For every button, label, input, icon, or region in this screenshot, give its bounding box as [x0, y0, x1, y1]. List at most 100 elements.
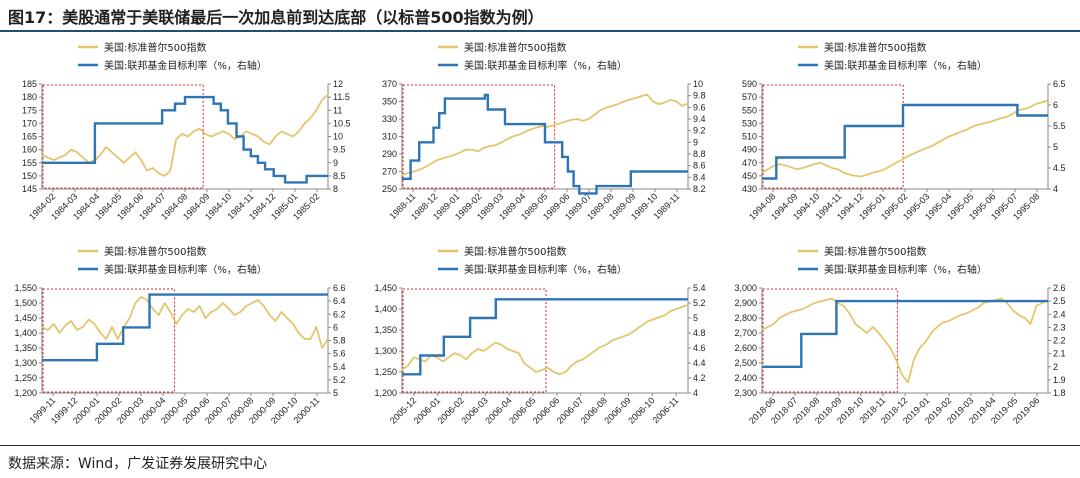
y-tick-label-right: 9.2	[693, 126, 706, 136]
y-tick-label-right: 2.4	[1053, 309, 1066, 319]
figure-title-text: 美股通常于美联储最后一次加息前到达底部（以标普500指数为例）	[62, 8, 544, 27]
y-tick-label-right: 1.9	[1053, 375, 1066, 385]
y-tick-label-right: 9.5	[333, 145, 346, 155]
y-tick-label-left: 590	[742, 79, 757, 89]
source-rule	[0, 445, 1080, 446]
y-tick-label-right: 8.2	[693, 184, 706, 194]
trough-marker-box	[762, 84, 904, 189]
y-tick-label-left: 450	[742, 171, 757, 181]
figure-label: 图17：	[8, 8, 63, 27]
y-tick-label-left: 1,400	[374, 304, 397, 314]
y-tick-label-right: 6.5	[1053, 79, 1066, 89]
y-tick-label-left: 1,300	[374, 346, 397, 356]
y-tick-label-right: 4.4	[693, 358, 706, 368]
y-tick-label-left: 1,350	[14, 343, 37, 353]
chart-panel-2005: 美国:标准普尔500指数 美国:联邦基金目标利率（%，右轴） 1,200 1,250 1…	[360, 238, 720, 443]
y-tick-label-right: 5	[1053, 142, 1058, 152]
y-tick-label-right: 10.5	[333, 118, 351, 128]
trough-marker-box	[42, 84, 204, 189]
y-tick-label-left: 250	[382, 184, 397, 194]
fed-rate-series-line	[762, 103, 1048, 180]
y-tick-label-left: 510	[742, 132, 757, 142]
y-tick-label-left: 1,450	[374, 283, 397, 293]
chart-panel-2018: 美国:标准普尔500指数 美国:联邦基金目标利率（%，右轴） 2,300 2,400 2…	[720, 238, 1080, 443]
y-tick-label-right: 6	[333, 322, 338, 332]
y-tick-label-left: 175	[22, 105, 37, 115]
y-tick-label-right: 6	[1053, 100, 1058, 110]
y-tick-label-right: 9.8	[693, 91, 706, 101]
title-rule	[0, 30, 1080, 32]
y-tick-label-left: 1,550	[14, 283, 37, 293]
trough-marker-box	[762, 288, 898, 393]
y-tick-label-right: 12	[333, 79, 343, 89]
y-tick-label-right: 5.4	[333, 362, 346, 372]
y-tick-label-right: 4.8	[693, 328, 706, 338]
trough-marker-box	[402, 84, 556, 189]
y-tick-label-left: 1,300	[14, 358, 37, 368]
y-tick-label-right: 4	[1053, 184, 1058, 194]
y-tick-label-right: 2.5	[1053, 296, 1066, 306]
y-tick-label-right: 4.2	[693, 373, 706, 383]
y-tick-label-left: 2,800	[734, 313, 757, 323]
y-tick-label-right: 9	[693, 137, 698, 147]
y-tick-label-right: 8.5	[333, 171, 346, 181]
y-tick-label-left: 180	[22, 92, 37, 102]
y-tick-label-left: 2,700	[734, 328, 757, 338]
fed-rate-series-line	[42, 95, 328, 184]
y-tick-label-left: 330	[382, 114, 397, 124]
y-tick-label-right: 2.1	[1053, 349, 1066, 359]
y-tick-label-left: 1,350	[374, 325, 397, 335]
legend-label-sp500: 美国:标准普尔500指数	[464, 245, 566, 258]
y-tick-label-left: 2,400	[734, 373, 757, 383]
source-note: 数据来源：Wind，广发证券发展研究中心	[8, 456, 268, 472]
y-tick-label-right: 6.4	[333, 296, 346, 306]
sp500-series-line	[761, 99, 1049, 178]
y-tick-label-left: 2,900	[734, 298, 757, 308]
fed-rate-series-line	[402, 298, 688, 376]
y-tick-label-left: 1,400	[14, 328, 37, 338]
legend-label-fedrate: 美国:联邦基金目标利率（%，右轴）	[104, 59, 267, 72]
y-tick-label-right: 9.6	[693, 102, 706, 112]
fed-rate-series-line	[42, 293, 328, 362]
trough-marker-box	[42, 288, 176, 393]
y-tick-label-left: 1,200	[374, 388, 397, 398]
y-tick-label-right: 8.4	[693, 172, 706, 182]
y-tick-label-left: 430	[742, 184, 757, 194]
y-tick-label-left: 290	[382, 149, 397, 159]
legend-label-sp500: 美国:标准普尔500指数	[824, 41, 926, 54]
y-tick-label-left: 155	[22, 158, 37, 168]
y-tick-label-right: 5	[693, 313, 698, 323]
y-tick-label-left: 3,000	[734, 283, 757, 293]
x-tick-label: 2006-10	[626, 395, 656, 425]
legend-label-sp500: 美国:标准普尔500指数	[104, 41, 206, 54]
y-tick-label-left: 550	[742, 105, 757, 115]
y-tick-label-right: 11	[333, 105, 342, 115]
chart-panel-1984: 美国:标准普尔500指数 美国:联邦基金目标利率（%，右轴） 145 150 155 16…	[0, 34, 360, 239]
y-tick-label-left: 310	[382, 132, 397, 142]
y-tick-label-right: 10	[333, 132, 343, 142]
legend-label-fedrate: 美国:联邦基金目标利率（%，右轴）	[464, 59, 627, 72]
sp500-series-line	[401, 303, 689, 376]
y-tick-label-right: 8.6	[693, 161, 706, 171]
y-tick-label-right: 6.2	[333, 309, 346, 319]
y-tick-label-right: 5.6	[333, 349, 346, 359]
chart-panel-1999: 美国:标准普尔500指数 美国:联邦基金目标利率（%，右轴） 1,200 1,250 1…	[0, 238, 360, 443]
y-tick-label-right: 5.8	[333, 336, 346, 346]
y-tick-label-left: 150	[22, 171, 37, 181]
x-tick-label: 2006-11	[651, 395, 681, 425]
y-tick-label-right: 9	[333, 158, 338, 168]
y-tick-label-left: 1,250	[374, 367, 397, 377]
y-tick-label-right: 5.2	[693, 298, 706, 308]
y-tick-label-left: 1,200	[14, 388, 37, 398]
y-tick-label-left: 370	[382, 79, 397, 89]
y-tick-label-right: 5.5	[1053, 121, 1066, 131]
legend-label-sp500: 美国:标准普尔500指数	[824, 245, 926, 258]
legend-label-fedrate: 美国:联邦基金目标利率（%，右轴）	[824, 59, 987, 72]
y-tick-label-right: 1.8	[1053, 388, 1066, 398]
y-tick-label-right: 5	[333, 388, 338, 398]
trough-marker-box	[402, 288, 547, 393]
